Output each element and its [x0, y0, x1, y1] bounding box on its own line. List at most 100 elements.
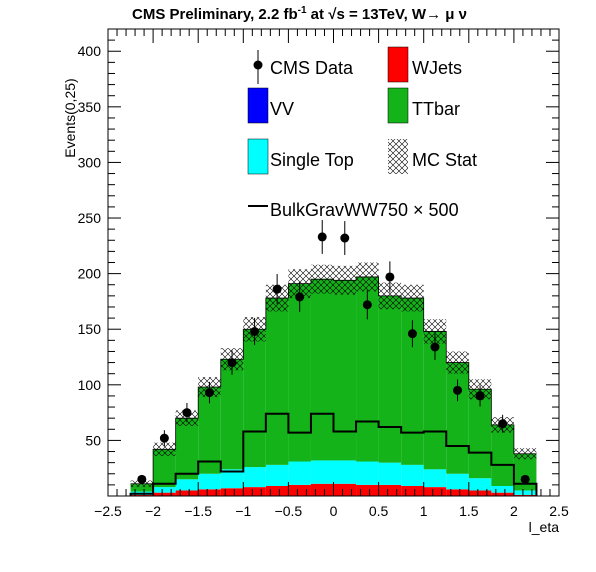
data-point: [385, 261, 395, 293]
wjets-bar: [265, 485, 289, 496]
x-axis-label: l_eta: [529, 519, 560, 535]
data-point: [272, 274, 282, 305]
ttbar-bar: [175, 418, 199, 480]
legend-label: Single Top: [270, 150, 354, 170]
legend-item-wjets: WJets: [387, 46, 462, 83]
data-point: [295, 282, 305, 312]
data-point: [159, 430, 169, 447]
chart-title: CMS Preliminary, 2.2 fb-1 at √s = 13TeV,…: [132, 5, 467, 23]
wjets-bar: [446, 489, 469, 496]
legend-marker: [253, 60, 263, 70]
data-marker: [407, 329, 417, 339]
plot-area: −2.5 −2 −1.5 −1 −0.5 0 0.5 1 1.5 2 2.5 50 100 150 200 2…: [78, 28, 569, 519]
x-tick-label: 0.5: [369, 503, 389, 519]
signal-line: [129, 412, 538, 496]
data-marker: [385, 272, 395, 282]
mc-stat-band: [153, 442, 176, 456]
ttbar-bar: [333, 280, 357, 461]
data-marker: [295, 292, 305, 302]
single-top-bar: [310, 460, 334, 484]
single-top-bar: [356, 461, 379, 485]
y-tick-label: 100: [78, 377, 102, 393]
ttbar-bar: [243, 329, 266, 468]
mc-stat-band: [513, 448, 537, 460]
data-point: [520, 474, 530, 484]
data-marker: [250, 326, 260, 336]
wjets-bar: [175, 490, 199, 496]
wjets-bar: [220, 488, 244, 496]
wjets-bar: [513, 494, 537, 496]
ttbar-bar: [130, 483, 154, 492]
single-top-bar: [220, 469, 244, 489]
ttbar-bar: [491, 424, 514, 486]
ttbar-bar: [513, 453, 537, 491]
y-tick-label: 300: [78, 154, 102, 170]
legend-swatch: [247, 138, 269, 175]
single-top-bar: [401, 464, 424, 486]
legend-item-bulkgravww750-500: BulkGravWW750 × 500: [248, 200, 459, 220]
data-point: [317, 219, 327, 254]
legend-swatch: [387, 87, 409, 124]
data-point: [340, 221, 350, 255]
mc-stat-band: [310, 264, 334, 294]
legend-label: BulkGravWW750 × 500: [270, 200, 459, 220]
single-top-bar: [333, 460, 357, 484]
data-point: [498, 414, 508, 433]
data-point: [182, 402, 192, 423]
wjets-bar: [130, 494, 154, 496]
single-top-bar: [175, 479, 199, 491]
legend-label: WJets: [412, 58, 462, 78]
data-marker: [137, 474, 147, 484]
data-marker: [227, 358, 237, 368]
legend-label: VV: [270, 99, 294, 119]
legend-item-mc-stat: MC Stat: [388, 139, 477, 174]
ttbar-bar: [288, 283, 311, 462]
ttbar-bar: [220, 359, 244, 470]
wjets-bar: [333, 483, 357, 496]
data-marker: [317, 232, 327, 242]
mc-stat-band: [356, 262, 379, 292]
data-marker: [498, 419, 508, 429]
data-point: [137, 474, 147, 484]
wjets-bar: [198, 489, 221, 496]
ttbar-bar: [446, 362, 469, 474]
legend-label: CMS Data: [270, 58, 354, 78]
data-point: [407, 320, 417, 348]
y-tick-label: 150: [78, 321, 102, 337]
x-tick-label: 0: [330, 503, 338, 519]
y-axis-label: Events(0,25): [62, 78, 78, 157]
single-top-bar: [513, 490, 537, 495]
wjets-bar: [468, 490, 492, 496]
data-marker: [430, 342, 440, 352]
ttbar-bar: [310, 279, 334, 461]
y-tick-label: 350: [78, 99, 102, 115]
x-tick-label: 2: [510, 503, 518, 519]
single-top-bar: [423, 469, 447, 488]
data-marker: [340, 233, 350, 243]
single-top-bar: [468, 478, 492, 491]
mc-stat-band: [423, 319, 447, 344]
data-point: [227, 350, 237, 375]
data-marker: [272, 284, 282, 294]
data-point: [204, 381, 214, 404]
mc-stat-band: [333, 265, 357, 295]
wjets-bar: [153, 492, 176, 496]
data-point: [250, 317, 260, 345]
mc-stat-band: [446, 351, 469, 374]
ttbar-bar: [423, 331, 447, 470]
single-top-bar: [378, 462, 402, 485]
legend-item-vv: VV: [247, 87, 294, 124]
legend-item-ttbar: TTbar: [387, 87, 460, 124]
ttbar-bar: [401, 298, 424, 465]
data-point: [362, 290, 372, 320]
wjets-bar: [423, 487, 447, 496]
legend-item-single-top: Single Top: [247, 138, 354, 175]
wjets-bar: [491, 492, 514, 496]
wjets-bar: [356, 484, 379, 496]
data-marker: [362, 300, 372, 310]
single-top-bar: [243, 467, 266, 488]
legend-label: TTbar: [412, 99, 460, 119]
data-point: [453, 379, 463, 402]
y-tick-label: 200: [78, 266, 102, 282]
data-marker: [475, 391, 485, 401]
